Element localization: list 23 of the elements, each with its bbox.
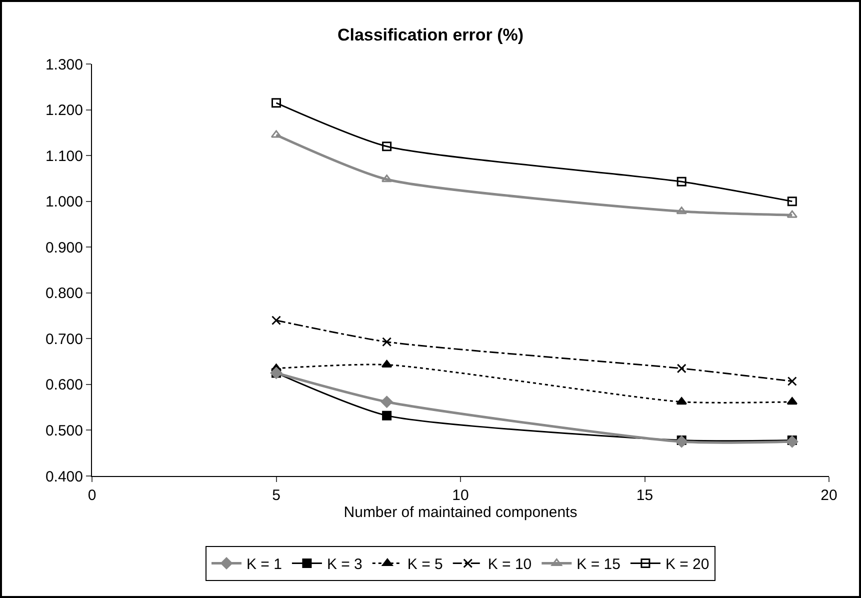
y-tick-label: 0.400 [45,468,83,486]
y-tick-label: 0.800 [45,285,83,302]
x-tick-label: 15 [636,487,654,504]
x-tick-label: 20 [820,487,838,504]
y-tick-label: 0.500 [45,422,83,440]
y-tick-label: 0.900 [45,239,83,256]
legend-label: K = 1 [246,556,282,574]
x-tick-label: 10 [452,487,469,504]
x-tick-label: 0 [88,487,96,504]
y-tick-label: 0.600 [45,376,83,394]
legend-label: K = 5 [407,556,443,574]
y-tick-label: 1.100 [45,148,83,165]
y-tick-label: 1.000 [45,194,83,211]
legend-label: K = 10 [488,556,532,574]
x-axis-title: Number of maintained components [344,504,578,521]
legend-label: K = 15 [576,556,620,574]
y-tick-label: 1.200 [45,102,83,120]
x-tick-label: 5 [272,487,280,504]
y-tick-label: 1.300 [45,56,83,74]
legend-label: K = 3 [326,556,362,574]
legend-label: K = 20 [665,556,710,574]
chart-title: Classification error (%) [337,26,524,45]
y-tick-label: 0.700 [45,330,83,348]
